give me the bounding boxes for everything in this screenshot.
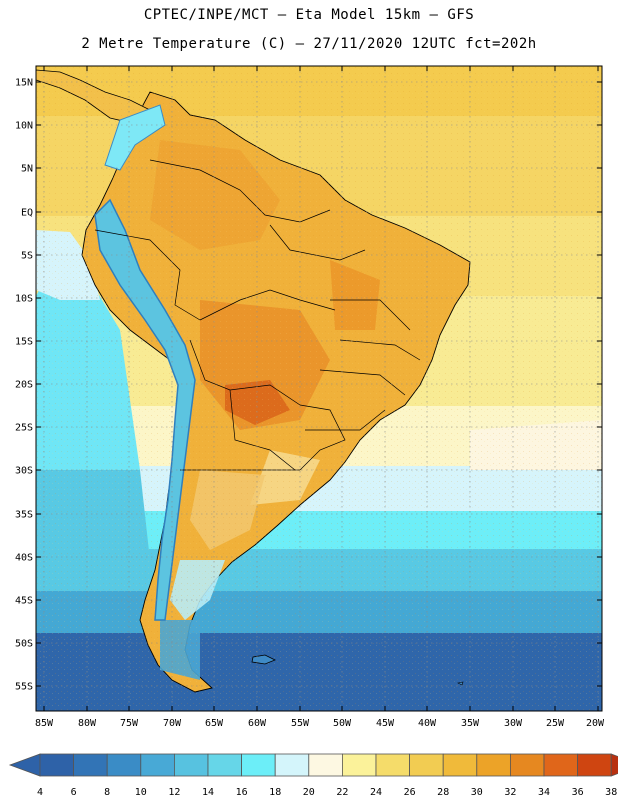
colorbar-tick-label: 8 <box>104 787 110 798</box>
colorbar-swatch <box>140 753 175 777</box>
temperature-field <box>36 66 602 711</box>
map-title-line-1: CPTEC/INPE/MCT – Eta Model 15km – GFS <box>143 7 475 23</box>
lon-label: 50W <box>333 718 352 729</box>
colorbar-tick-label: 4 <box>37 787 43 798</box>
colorbar-tick-label: 34 <box>538 787 550 798</box>
axis-ticks <box>36 66 602 711</box>
colorbar-swatch <box>39 753 74 777</box>
colorbar-legend: 4 6 8 10 12 14 16 18 20 22 24 26 28 30 32 34 36 38 <box>8 753 618 798</box>
lat-label: 15S <box>15 337 33 348</box>
lat-label: 35S <box>15 510 33 521</box>
map-frame <box>35 65 603 712</box>
lon-label: 25W <box>546 718 565 729</box>
colorbar-swatch <box>375 753 410 777</box>
colorbar-swatch <box>509 753 545 777</box>
lat-label: 55S <box>15 682 33 693</box>
colorbar-tick-label: 36 <box>572 787 584 798</box>
lon-label: 45W <box>376 718 395 729</box>
lon-label: 35W <box>461 718 480 729</box>
colorbar-tick-label: 10 <box>135 787 147 798</box>
colorbar-swatch <box>442 753 478 777</box>
lat-label: 5N <box>21 164 33 175</box>
lon-label: 85W <box>35 718 54 729</box>
lon-label: 30W <box>504 718 523 729</box>
colorbar-swatch <box>409 753 444 777</box>
colorbar-swatch <box>543 753 578 777</box>
longitude-labels: 85W 80W 75W 70W 65W 60W 55W 50W 45W 40W … <box>35 718 605 729</box>
lon-label: 80W <box>78 718 97 729</box>
colorbar-tick-label: 32 <box>504 787 516 798</box>
colorbar-swatch <box>73 753 108 777</box>
colorbar-tick-label: 12 <box>168 787 180 798</box>
colorbar-tick-label: 18 <box>269 787 281 798</box>
colorbar-swatch <box>207 753 242 777</box>
colorbar-labels: 4 6 8 10 12 14 16 18 20 22 24 26 28 30 32 34 36 38 <box>37 787 617 798</box>
colorbar-tick-label: 38 <box>605 787 617 798</box>
lat-label: 10N <box>15 121 33 132</box>
lat-label: EQ <box>21 208 33 219</box>
lat-label: 40S <box>15 553 33 564</box>
colorbar-tick-label: 6 <box>71 787 77 798</box>
lon-label: 20W <box>586 718 605 729</box>
colorbar-swatch <box>173 753 209 777</box>
falkland-islands <box>251 654 276 665</box>
lon-label: 75W <box>120 718 139 729</box>
andes-cold-spine <box>94 198 196 621</box>
northern-andes-cold <box>104 104 166 171</box>
colorbar-tick-label: 22 <box>336 787 348 798</box>
colorbar-swatch <box>106 753 142 777</box>
colorbar-swatch <box>476 753 511 777</box>
colorbar-swatch <box>341 753 377 777</box>
lat-label: 30S <box>15 466 33 477</box>
colorbar-swatch <box>577 753 612 777</box>
colorbar-tick-label: 14 <box>202 787 214 798</box>
colorbar-swatch <box>241 753 276 777</box>
colorbar-low-arrow <box>8 753 41 777</box>
colorbar-swatch <box>274 753 310 777</box>
lat-label: 45S <box>15 596 33 607</box>
lat-label: 5S <box>21 251 33 262</box>
lon-label: 70W <box>163 718 182 729</box>
lon-label: 65W <box>205 718 224 729</box>
lat-label: 25S <box>15 423 33 434</box>
colorbar-tick-label: 24 <box>370 787 382 798</box>
lat-label: 20S <box>15 380 33 391</box>
colorbar-tick-label: 20 <box>303 787 315 798</box>
colorbar-tick-label: 26 <box>404 787 416 798</box>
map-title-line-2: 2 Metre Temperature (C) – 27/11/2020 12U… <box>81 36 537 52</box>
lon-label: 60W <box>248 718 267 729</box>
colorbar-swatch <box>308 753 343 777</box>
colorbar-swatches <box>8 753 618 777</box>
colorbar-high-arrow <box>610 753 618 777</box>
colorbar-tick-label: 30 <box>471 787 483 798</box>
texture-overlay <box>36 66 602 711</box>
lat-label: 50S <box>15 639 33 650</box>
colorbar-tick-label: 28 <box>437 787 449 798</box>
south-georgia <box>457 681 464 686</box>
lon-label: 40W <box>418 718 437 729</box>
lat-label: 10S <box>15 294 33 305</box>
colorbar-tick-label: 16 <box>236 787 248 798</box>
latitude-labels: 15N 10N 5N EQ 5S 10S 15S 20S 25S 30S 35S… <box>15 78 33 693</box>
temperature-map: 15N 10N 5N EQ 5S 10S 15S 20S 25S 30S 35S… <box>15 65 605 729</box>
lat-label: 15N <box>15 78 33 89</box>
lon-label: 55W <box>291 718 310 729</box>
